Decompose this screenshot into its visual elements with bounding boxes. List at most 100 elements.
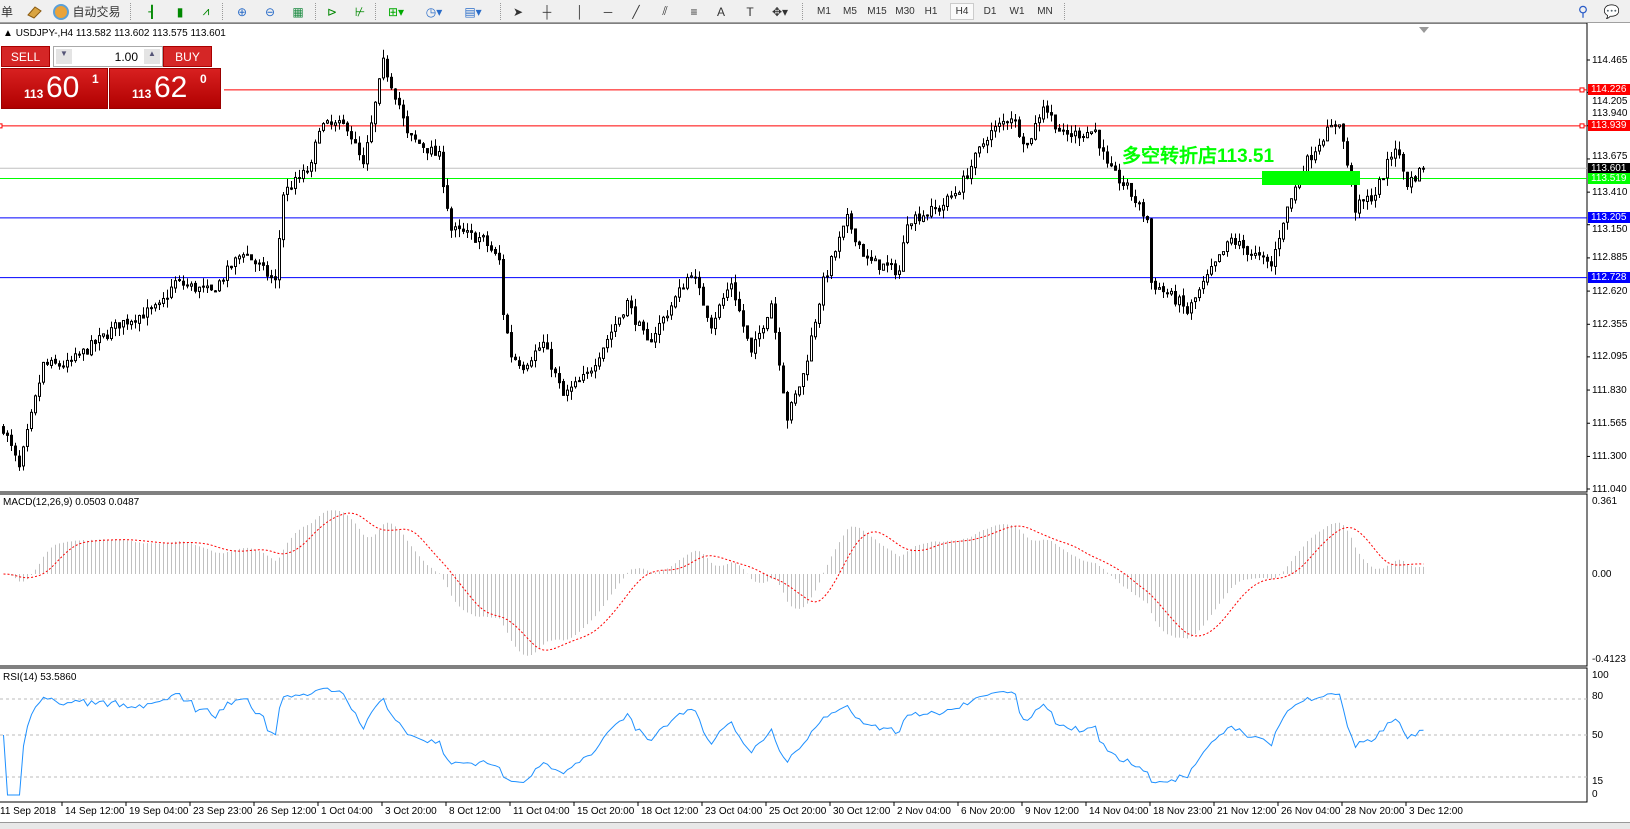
chart-tabs-bar[interactable] — [0, 822, 1630, 829]
candle — [226, 260, 229, 288]
cursor-icon[interactable]: ➤ — [512, 4, 524, 19]
candle — [430, 140, 433, 157]
candle-body — [910, 223, 913, 227]
bar-chart-icon[interactable]: ┨ — [148, 4, 156, 19]
candle-body — [1270, 261, 1273, 267]
equidistant-channel-icon[interactable]: ⫽ — [662, 4, 668, 18]
candle-body — [70, 359, 73, 362]
candle — [1226, 240, 1229, 257]
candle-body — [178, 279, 181, 282]
lot-size-input[interactable]: ▼ 1.00 ▲ — [53, 46, 163, 67]
candle — [1386, 151, 1389, 186]
candle-body — [246, 253, 249, 256]
arrows-icon[interactable]: ✥▾ — [771, 4, 789, 19]
candle — [34, 394, 37, 416]
timeframe-h4[interactable]: H4 — [950, 3, 974, 20]
candle-body — [466, 230, 469, 233]
candle-body — [1070, 133, 1073, 138]
candle — [274, 269, 277, 289]
candle-body — [1202, 280, 1205, 290]
text-icon[interactable]: A — [716, 4, 725, 19]
candle — [1074, 125, 1077, 144]
timeframe-mn[interactable]: MN — [1037, 6, 1053, 17]
chart-shift-marker[interactable] — [1419, 27, 1429, 33]
candle-body — [78, 353, 81, 356]
timeframe-h1[interactable]: H1 — [924, 6, 938, 17]
candle — [406, 110, 409, 139]
timeframe-w1[interactable]: W1 — [1009, 6, 1025, 17]
candle — [370, 115, 373, 144]
sell-price-button[interactable]: 113 60 1 — [1, 68, 108, 109]
buy-price-button[interactable]: 113 62 0 — [109, 68, 221, 109]
macd-signal-line — [3, 512, 1424, 651]
menu-fragment[interactable]: 单 — [0, 5, 13, 19]
candle — [170, 279, 173, 300]
candle-body — [450, 208, 453, 231]
timeframe-m1[interactable]: M1 — [817, 6, 831, 17]
tile-windows-icon[interactable]: ▦ — [292, 4, 304, 19]
candle-body — [274, 276, 277, 281]
zoom-in-icon[interactable]: ⊕ — [236, 4, 248, 19]
timeframe-m30[interactable]: M30 — [895, 6, 915, 17]
autoscroll-icon[interactable]: ⊬ — [354, 4, 366, 19]
candle-body — [874, 258, 877, 262]
candlestick-icon[interactable]: ▮ — [176, 4, 184, 19]
candle-body — [894, 263, 897, 276]
candle — [318, 127, 321, 144]
candle — [446, 178, 449, 212]
candle-body — [358, 142, 361, 156]
time-tick-label: 21 Nov 12:00 — [1217, 806, 1277, 817]
candle-body — [934, 207, 937, 210]
trendline-icon[interactable]: ╱ — [632, 4, 640, 19]
fibonacci-icon[interactable]: ≡ — [690, 4, 698, 19]
time-tick-label: 11 Oct 04:00 — [513, 806, 570, 817]
macd-indicator — [3, 510, 1424, 656]
templates-icon[interactable]: ▤▾ — [464, 4, 482, 19]
candle-body — [66, 359, 69, 368]
search-icon[interactable]: ⚲ — [1577, 3, 1589, 19]
line-chart-icon[interactable]: ⩘ — [202, 4, 210, 18]
candle — [1002, 113, 1005, 131]
level-tag-resistance: 113.939 — [1588, 120, 1630, 131]
buy-button[interactable]: BUY — [163, 46, 212, 67]
candle-body — [1370, 195, 1373, 202]
chat-icon[interactable]: 💬 — [1603, 3, 1621, 19]
text-label-icon[interactable]: T — [746, 4, 754, 19]
vertical-line-icon[interactable]: │ — [576, 4, 584, 19]
candle — [802, 373, 805, 395]
candle — [902, 235, 905, 272]
book-icon[interactable] — [24, 2, 44, 21]
candle-body — [966, 175, 969, 179]
candle-body — [1142, 202, 1145, 217]
zoom-out-icon[interactable]: ⊖ — [264, 4, 276, 19]
horizontal-line-icon[interactable]: ─ — [603, 4, 613, 19]
candle-body — [1314, 151, 1317, 161]
crosshair-icon[interactable]: ┼ — [542, 4, 552, 19]
candle-body — [2, 426, 5, 434]
chart-canvas[interactable] — [0, 23, 1630, 829]
candle-body — [134, 320, 137, 323]
timeframe-m5[interactable]: M5 — [843, 6, 857, 17]
auto-trading-button[interactable]: 自动交易 — [50, 2, 124, 21]
candle — [1106, 145, 1109, 168]
candle — [302, 164, 305, 183]
candle-body — [162, 297, 165, 304]
lot-increase-button[interactable]: ▲ — [144, 49, 160, 64]
chart-shift-icon[interactable]: ⊳ — [326, 4, 338, 19]
candle-body — [478, 237, 481, 243]
candle — [806, 354, 809, 381]
lot-decrease-button[interactable]: ▼ — [56, 49, 72, 64]
timeframe-m15[interactable]: M15 — [867, 6, 887, 17]
period-clock-icon[interactable]: ◷▾ — [425, 4, 443, 19]
sell-button[interactable]: SELL — [1, 46, 50, 67]
candle-body — [898, 270, 901, 275]
candle — [286, 178, 289, 202]
candle — [614, 315, 617, 338]
candle — [50, 357, 53, 369]
timeframe-d1[interactable]: D1 — [983, 6, 997, 17]
new-indicator-icon[interactable]: ⊞▾ — [387, 4, 405, 19]
candle-body — [602, 347, 605, 359]
candle-body — [550, 348, 553, 370]
candle — [310, 159, 313, 178]
macd-axis-max: 0.361 — [1592, 496, 1618, 507]
